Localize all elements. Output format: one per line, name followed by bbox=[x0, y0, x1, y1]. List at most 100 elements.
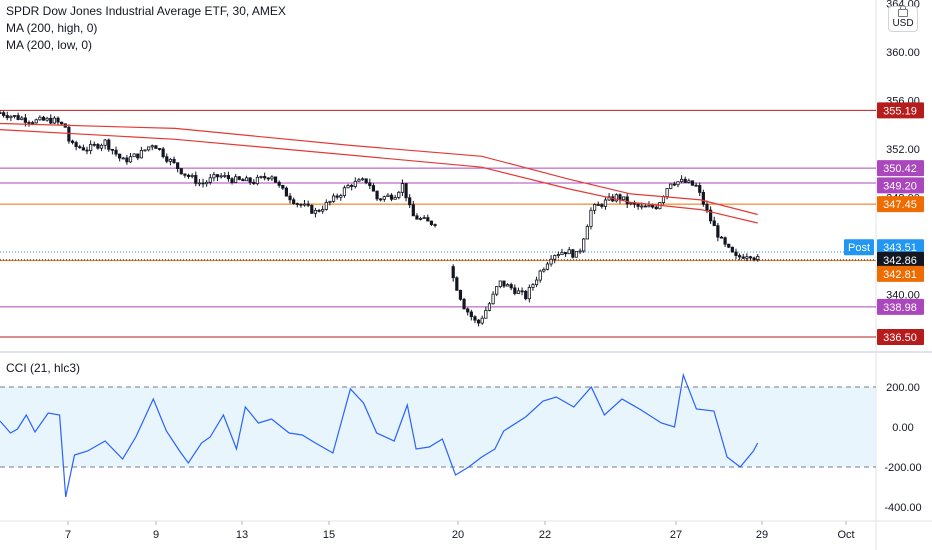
candle-body bbox=[45, 117, 49, 121]
candle-body bbox=[687, 180, 691, 183]
candle-body bbox=[103, 139, 107, 146]
candle-body bbox=[136, 153, 140, 159]
candle-body bbox=[455, 277, 459, 291]
candle-body bbox=[730, 246, 734, 253]
candle-body bbox=[248, 177, 252, 183]
candle-body bbox=[328, 200, 332, 203]
candle-body bbox=[360, 178, 365, 181]
lock-icon bbox=[898, 5, 908, 17]
post-tag-box bbox=[844, 239, 874, 256]
candle-body bbox=[299, 203, 303, 206]
candle-body bbox=[621, 196, 626, 201]
candle-body bbox=[16, 115, 20, 120]
cci-legend[interactable]: CCI (21, hlc3) bbox=[6, 361, 81, 375]
price-label-box bbox=[877, 265, 924, 282]
candle-body bbox=[186, 174, 191, 177]
candle-body bbox=[190, 174, 194, 177]
candle-body bbox=[683, 178, 687, 183]
ma-high-legend[interactable]: MA (200, high, 0) bbox=[6, 21, 98, 35]
candle-body bbox=[716, 225, 720, 238]
candle-body bbox=[723, 237, 727, 245]
candle-body bbox=[302, 203, 307, 206]
candle-body bbox=[263, 176, 267, 179]
candle-body bbox=[582, 238, 586, 252]
candle-body bbox=[368, 182, 372, 186]
price-tick-label: 352.00 bbox=[886, 144, 920, 156]
candle-body bbox=[288, 195, 292, 201]
candle-body bbox=[596, 204, 600, 206]
candle-body bbox=[92, 143, 96, 146]
candle-body bbox=[379, 198, 383, 201]
candle-body bbox=[56, 117, 60, 123]
candle-body bbox=[629, 202, 633, 205]
candle-body bbox=[553, 255, 557, 260]
candle-body bbox=[727, 243, 731, 248]
candle-body bbox=[756, 256, 760, 260]
time-tick-label: 29 bbox=[756, 529, 768, 541]
candle-body bbox=[118, 153, 122, 159]
currency-selector[interactable]: USD bbox=[888, 5, 918, 32]
candle-body bbox=[531, 284, 535, 288]
candle-body bbox=[741, 256, 745, 259]
candle-body bbox=[571, 249, 575, 258]
candle-body bbox=[509, 284, 513, 289]
candle-body bbox=[549, 258, 553, 265]
candle-body bbox=[589, 209, 593, 227]
candle-body bbox=[542, 268, 546, 272]
candle-body bbox=[12, 115, 17, 117]
price-tick-label: 360.00 bbox=[886, 47, 920, 59]
candle-body bbox=[748, 256, 753, 259]
candle-body bbox=[34, 119, 38, 124]
candle-body bbox=[429, 220, 434, 225]
ma-high-line bbox=[0, 122, 758, 216]
candle-body bbox=[9, 115, 13, 119]
candle-body bbox=[165, 156, 169, 162]
price-tick-label: 340.00 bbox=[886, 290, 920, 302]
ma-low-legend[interactable]: MA (200, low, 0) bbox=[6, 38, 93, 52]
candle-body bbox=[281, 184, 285, 189]
candle-body bbox=[513, 287, 517, 294]
candle-body bbox=[78, 146, 82, 149]
candle-body bbox=[415, 215, 419, 220]
candle-body bbox=[712, 220, 716, 227]
candle-body bbox=[538, 270, 542, 281]
candle-body bbox=[625, 196, 629, 205]
candle-body bbox=[705, 203, 709, 211]
candle-body bbox=[139, 150, 143, 159]
candle-body bbox=[331, 195, 336, 202]
candle-body bbox=[212, 174, 216, 179]
candle-body bbox=[273, 176, 278, 183]
candle-body bbox=[114, 149, 118, 155]
candle-body bbox=[386, 194, 390, 198]
candle-body bbox=[636, 203, 640, 207]
price-label-box bbox=[877, 298, 924, 315]
candle-body bbox=[650, 204, 655, 208]
candle-body bbox=[176, 162, 180, 169]
candle-body bbox=[709, 209, 713, 222]
candle-body bbox=[0, 112, 2, 115]
candle-body bbox=[85, 149, 89, 152]
candle-body bbox=[128, 156, 133, 163]
candle-body bbox=[469, 311, 473, 318]
candle-body bbox=[665, 188, 669, 197]
candle-body bbox=[647, 204, 651, 208]
candle-body bbox=[498, 280, 502, 287]
candle-body bbox=[578, 250, 582, 253]
candle-body bbox=[277, 181, 281, 186]
candle-body bbox=[143, 149, 147, 152]
candle-body bbox=[534, 279, 539, 286]
candle-body bbox=[67, 126, 71, 142]
time-tick-label: 22 bbox=[539, 529, 551, 541]
candle-body bbox=[259, 176, 263, 178]
candle-body bbox=[350, 185, 354, 187]
candle-body bbox=[321, 209, 325, 212]
candle-body bbox=[150, 145, 154, 148]
currency-label: USD bbox=[892, 18, 914, 29]
candle-body bbox=[27, 121, 31, 124]
price-label-post_price: 343.51 bbox=[883, 242, 917, 254]
candle-body bbox=[237, 176, 241, 180]
candle-body bbox=[244, 177, 249, 182]
candle-body bbox=[563, 252, 568, 255]
candle-body bbox=[654, 206, 658, 210]
